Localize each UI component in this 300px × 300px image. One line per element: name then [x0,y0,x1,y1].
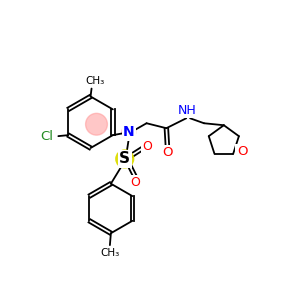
Text: Cl: Cl [40,130,53,142]
Text: O: O [131,176,141,189]
Text: CH₃: CH₃ [85,76,104,85]
Text: S: S [119,152,130,166]
Text: O: O [162,146,172,160]
Circle shape [122,125,136,139]
Text: O: O [237,146,247,158]
Text: O: O [142,140,152,152]
Circle shape [116,150,134,168]
Circle shape [85,113,107,135]
Text: CH₃: CH₃ [100,248,119,258]
Text: N: N [123,125,134,139]
Text: NH: NH [178,104,196,117]
